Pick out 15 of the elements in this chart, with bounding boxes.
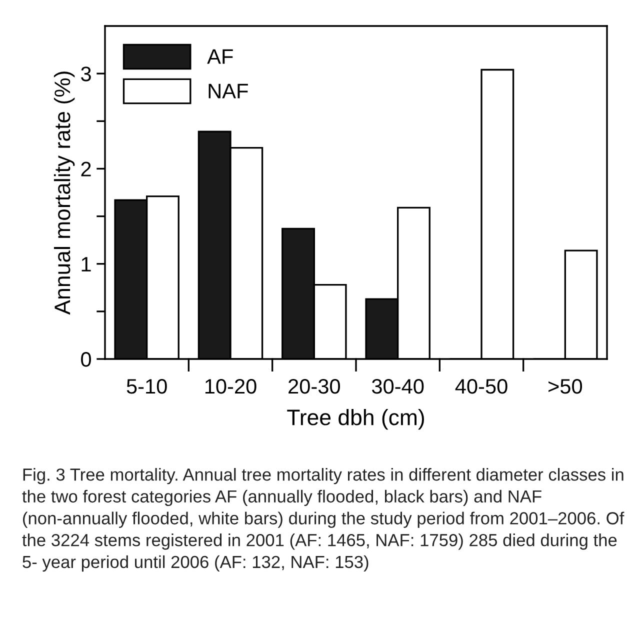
y-tick-label: 0 <box>81 352 91 367</box>
y-tick-label: 3 <box>81 66 91 82</box>
x-tick-label: 10-20 <box>205 378 256 394</box>
x-tick-label: 30-40 <box>372 378 424 394</box>
legend-label: NAF <box>208 84 248 98</box>
x-axis-title: Tree dbh (cm) <box>287 408 424 430</box>
x-tick-label: 20-30 <box>288 378 340 394</box>
x-tick-label: 40-50 <box>455 378 508 394</box>
y-tick-label: 1 <box>82 257 91 272</box>
x-tick-label: >50 <box>548 378 582 394</box>
caption: Fig. 3 Tree mortality. Annual tree mortality rates in different diameter classes in the two forest categories AF (annually flooded, black bars) and NAF (non-annually flooded, white bars) during the study period from 2001–2006. Of the 3224 stems registered in 2001 (AF: 1465, NAF: 1759) 285 died during the 5- year period until 2006 (AF: 132, NAF: 153) <box>22 468 624 572</box>
y-axis-title: Annual mortality rate (%) <box>54 72 75 315</box>
y-tick-label: 2 <box>81 162 91 176</box>
x-tick-label: 5-10 <box>126 378 167 394</box>
legend-label: AF <box>207 49 233 64</box>
